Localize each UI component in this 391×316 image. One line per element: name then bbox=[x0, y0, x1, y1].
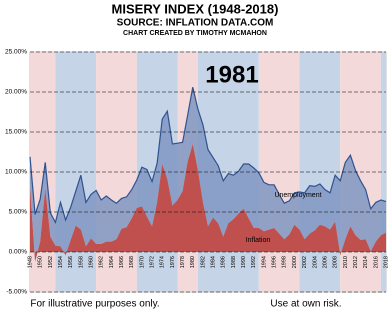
x-tick-label: 1948 bbox=[27, 256, 33, 268]
x-tick-label: 1996 bbox=[272, 256, 278, 268]
x-tick-label: 1988 bbox=[231, 256, 237, 268]
x-tick-label: 2008 bbox=[333, 256, 339, 268]
period-band bbox=[380, 52, 386, 292]
chart-credit: CHART CREATED BY TIMOTHY MCMAHON bbox=[123, 30, 267, 37]
chart-subtitle: SOURCE: INFLATION DATA.COM bbox=[117, 18, 274, 29]
x-tick-label: 1966 bbox=[119, 256, 125, 268]
x-tick-label: 2006 bbox=[322, 256, 328, 268]
x-tick-label: 2000 bbox=[292, 256, 298, 268]
y-tick-label: 15.00% bbox=[5, 129, 27, 136]
x-tick-label: 1974 bbox=[160, 256, 166, 268]
chart-title: MISERY INDEX (1948-2018) bbox=[112, 1, 279, 16]
y-tick-label: 10.00% bbox=[5, 169, 27, 176]
x-tick-label: 1978 bbox=[180, 256, 186, 268]
x-tick-label: 1992 bbox=[251, 256, 257, 268]
series-label: Inflation bbox=[246, 237, 271, 244]
x-tick-label: 1994 bbox=[261, 256, 267, 268]
series-label: Unemployment bbox=[274, 192, 321, 199]
x-tick-label: 1984 bbox=[211, 256, 217, 268]
x-tick-label: 1956 bbox=[68, 256, 74, 268]
x-tick-label: 1970 bbox=[139, 256, 145, 268]
area-unemployment bbox=[30, 87, 386, 262]
x-tick-label: 2016 bbox=[373, 256, 379, 268]
footnote: For illustrative purposes only. bbox=[30, 299, 159, 310]
x-tick-label: 1982 bbox=[200, 256, 206, 268]
area-inflation bbox=[30, 144, 386, 262]
y-tick-label: 20.00% bbox=[5, 89, 27, 96]
y-tick-label: 25.00% bbox=[5, 49, 27, 56]
x-tick-label: 1954 bbox=[58, 256, 64, 268]
x-tick-label: 1968 bbox=[129, 256, 135, 268]
y-tick-label: 5.00% bbox=[9, 209, 28, 216]
x-tick-label: 2018 bbox=[383, 256, 389, 268]
y-tick-label: 0.00% bbox=[9, 249, 28, 256]
x-tick-label: 2010 bbox=[343, 256, 349, 268]
x-tick-label: 1950 bbox=[38, 256, 44, 268]
x-tick-label: 1986 bbox=[221, 256, 227, 268]
x-tick-label: 1990 bbox=[241, 256, 247, 268]
x-tick-label: 2014 bbox=[363, 256, 369, 268]
x-tick-label: 1964 bbox=[109, 256, 115, 268]
x-tick-label: 1972 bbox=[150, 256, 156, 268]
x-tick-label: 2002 bbox=[302, 256, 308, 268]
line-unemployment bbox=[29, 87, 387, 225]
x-tick-label: 1960 bbox=[88, 256, 94, 268]
x-tick-label: 2012 bbox=[353, 256, 359, 268]
x-tick-label: 2004 bbox=[312, 256, 318, 268]
y-tick-label: -5.00% bbox=[6, 289, 27, 296]
x-tick-label: 1980 bbox=[190, 256, 196, 268]
x-tick-label: 1962 bbox=[99, 256, 105, 268]
x-tick-label: 1952 bbox=[48, 256, 54, 268]
x-tick-label: 1958 bbox=[78, 256, 84, 268]
footnote: Use at own risk. bbox=[270, 299, 341, 310]
x-tick-label: 1976 bbox=[170, 256, 176, 268]
annotation: 1981 bbox=[205, 61, 258, 88]
x-tick-label: 1998 bbox=[282, 256, 288, 268]
